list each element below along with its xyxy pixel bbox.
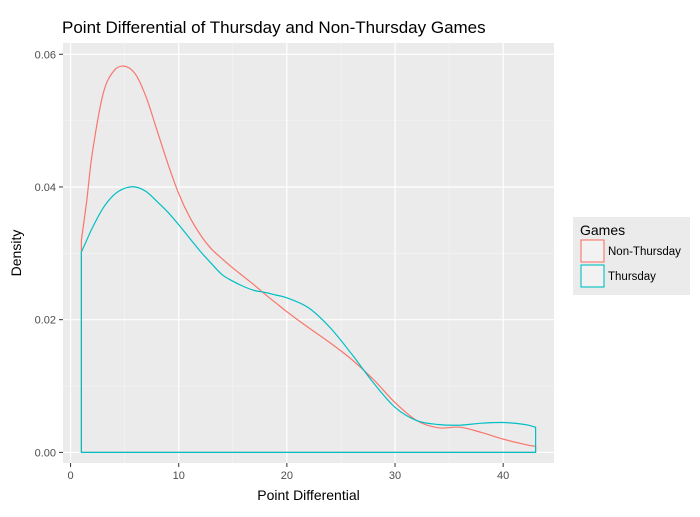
minor-gridlines <box>63 43 554 463</box>
y-tick-label: 0.06 <box>35 49 56 61</box>
y-tick-label: 0.02 <box>35 315 56 327</box>
y-axis: 0.00 0.02 0.04 0.06 <box>35 49 63 459</box>
series-layer <box>80 65 537 453</box>
legend-label-thursday: Thursday <box>608 271 656 283</box>
x-axis-title: Point Differential <box>257 487 359 503</box>
x-tick-label: 10 <box>173 470 185 482</box>
chart-title: Point Differential of Thursday and Non-T… <box>62 18 486 37</box>
x-tick-label: 30 <box>389 470 401 482</box>
x-tick-label: 20 <box>281 470 293 482</box>
legend-key-non-thursday <box>580 239 605 263</box>
y-tick-label: 0.00 <box>35 447 56 459</box>
y-axis-title: Density <box>8 230 24 277</box>
legend-label-non-thursday: Non-Thursday <box>608 246 681 258</box>
plot-panel <box>63 43 554 463</box>
y-tick-label: 0.04 <box>35 182 56 194</box>
x-tick-label: 40 <box>497 470 509 482</box>
legend-items: Non-Thursday Thursday <box>580 239 681 288</box>
density-line-non-thursday <box>80 65 537 453</box>
x-tick-label: 0 <box>68 470 74 482</box>
density-line-thursday <box>80 186 537 453</box>
legend-key-thursday <box>580 264 605 288</box>
legend-title: Games <box>580 222 625 238</box>
legend: Games Non-Thursday Thursday <box>573 217 690 295</box>
x-axis: 0 10 20 30 40 <box>68 463 509 482</box>
